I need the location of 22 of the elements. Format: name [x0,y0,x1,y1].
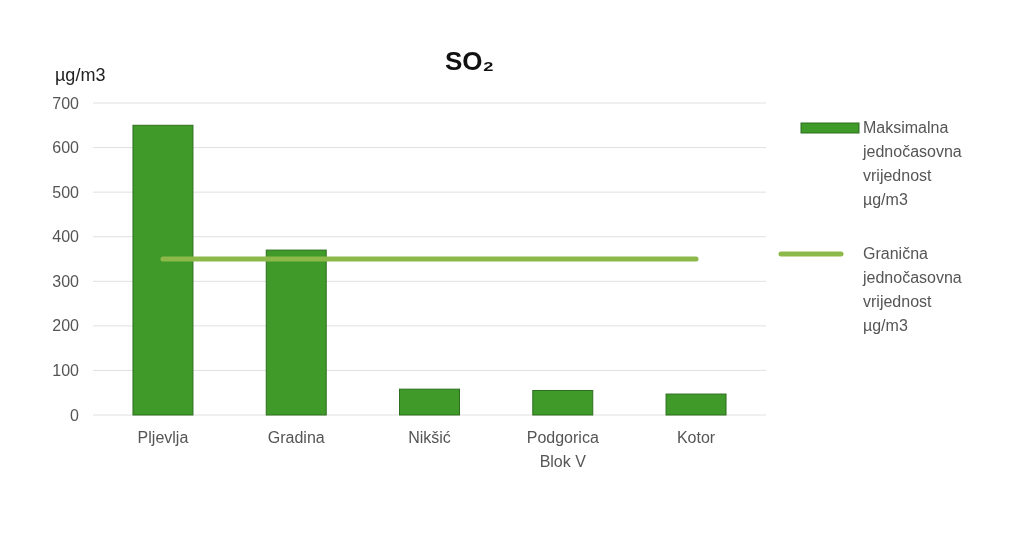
y-tick-label: 0 [70,406,80,424]
bar [132,124,194,416]
chart-title: SO₂ [444,46,495,76]
y-tick-label: 200 [52,317,80,335]
y-tick-label: 100 [52,362,80,380]
y-tick-label: 600 [52,139,80,157]
bar [532,389,594,416]
x-tick-label: Gradina [267,429,325,446]
legend-label: Maksimalna jednočasovna vrijednost µg/m3 [862,119,962,208]
bar [665,393,727,416]
y-tick-label: 500 [52,183,80,201]
y-tick-label: 300 [52,272,80,290]
y-axis-title: µg/m3 [55,65,106,85]
x-tick-label: Nikšić [408,429,451,446]
bar [399,388,460,416]
y-tick-label: 700 [52,94,80,112]
bar [265,249,327,416]
legend-label: Granična jednočasovna vrijednost µg/m3 [862,245,962,334]
x-tick-label: Pljevlja [137,429,189,446]
y-tick-label: 400 [52,228,80,246]
x-tick-label: Kotor [676,429,716,446]
x-tick-label: Podgorica Blok V [526,429,599,470]
